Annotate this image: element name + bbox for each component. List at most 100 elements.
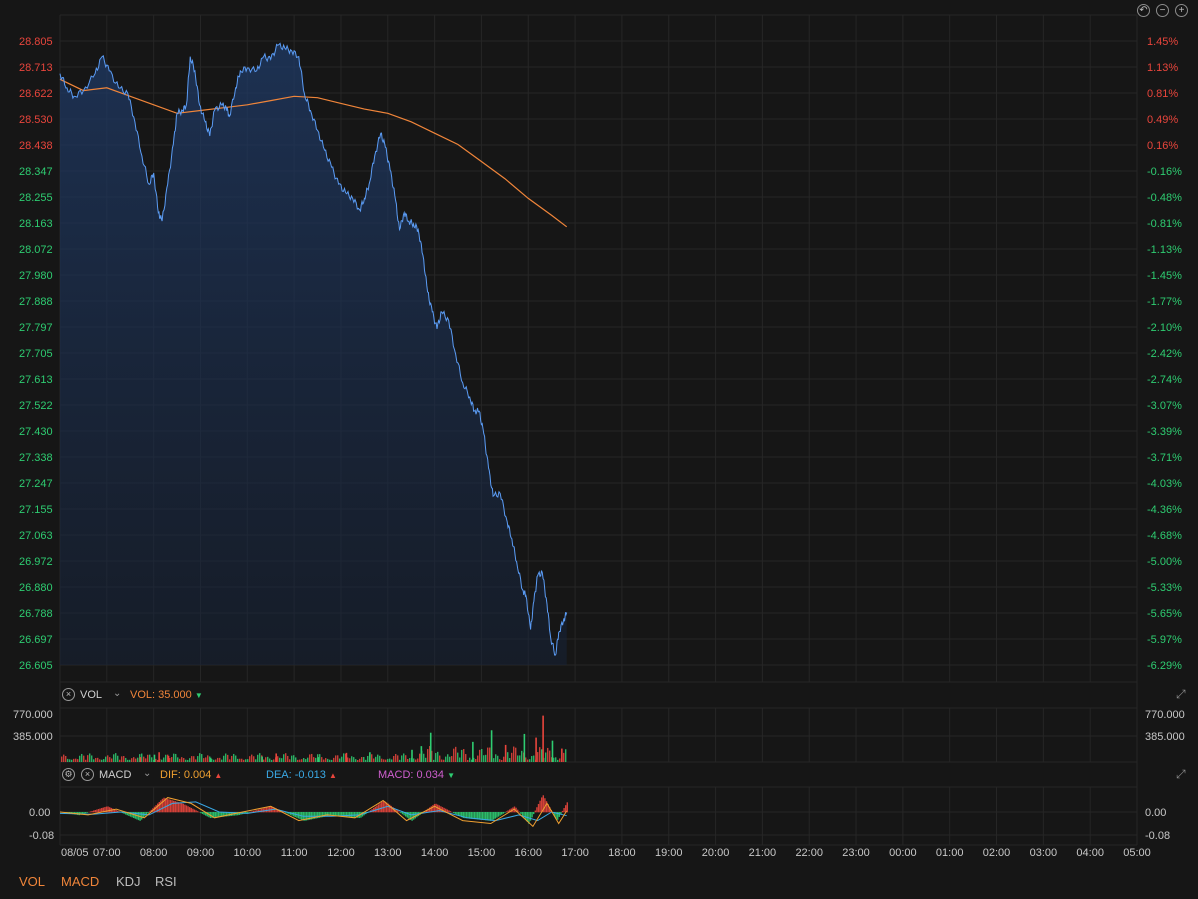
macd-hist-bar	[315, 812, 317, 819]
volume-bar	[291, 755, 293, 762]
macd-hist-bar	[505, 811, 508, 813]
macd-hist-bar	[379, 803, 381, 813]
volume-bar	[119, 759, 121, 762]
macd-hist-bar	[193, 809, 196, 813]
vol-panel-name[interactable]: VOL	[80, 689, 103, 701]
tab-vol[interactable]: VOL	[19, 874, 46, 889]
percent-tick-label: 1.45%	[1147, 36, 1178, 48]
volume-bar	[191, 756, 193, 762]
macd-hist-bar	[342, 812, 344, 817]
volume-bar	[165, 754, 167, 762]
zoom-out-icon[interactable]: −	[1156, 4, 1169, 17]
macd-hist-bar	[225, 812, 228, 817]
macd-hist-bar	[168, 799, 170, 813]
volume-bar	[391, 759, 393, 762]
macd-panel-name[interactable]: MACD	[99, 769, 132, 781]
macd-hist-bar	[427, 808, 429, 813]
macd-hist-bar	[446, 809, 448, 813]
volume-bar	[287, 755, 289, 762]
volume-bar	[515, 747, 517, 762]
macd-hist-bar	[502, 812, 504, 814]
expand-vol-icon[interactable]: ⤢	[1176, 687, 1186, 701]
volume-bar	[519, 755, 521, 762]
macd-hist-bar	[560, 812, 562, 815]
volume-bar	[389, 758, 391, 762]
volume-tick-label: 385.000	[13, 731, 53, 743]
expand-macd-icon[interactable]: ⤢	[1176, 767, 1186, 781]
macd-hist-bar	[376, 805, 378, 813]
volume-bar	[437, 751, 439, 762]
macd-panel-header: ⚙ × MACD ⌄ DIF: 0.004 ▲ DEA: -0.013 ▲ MA…	[0, 767, 1198, 785]
volume-bar	[101, 759, 103, 762]
price-tick-label: 27.063	[19, 530, 53, 542]
macd-hist-bar	[485, 812, 487, 821]
volume-bar	[481, 749, 483, 762]
macd-hist-bar	[467, 812, 469, 819]
volume-bar	[91, 755, 93, 762]
settings-macd-icon[interactable]: ⚙	[62, 768, 75, 781]
percent-tick-label: -4.36%	[1147, 504, 1182, 516]
volume-bar	[315, 757, 317, 762]
volume-bar	[147, 754, 149, 762]
macd-hist-bar	[542, 795, 544, 813]
volume-bar	[113, 754, 115, 762]
volume-bar	[539, 747, 541, 762]
macd-hist-bar	[507, 810, 509, 813]
macd-hist-bar	[113, 809, 116, 813]
volume-bar	[365, 759, 367, 762]
time-tick-label: 13:00	[374, 847, 402, 859]
volume-bar	[321, 757, 323, 762]
volume-bar	[241, 758, 243, 762]
volume-bar	[427, 749, 429, 762]
volume-bar	[289, 759, 291, 762]
volume-bar	[285, 753, 287, 762]
macd-hist-bar	[401, 812, 404, 815]
macd-hist-bar	[561, 810, 564, 813]
macd-hist-bar	[536, 807, 538, 813]
price-axis-left: 28.805 28.713 28.622 28.530 28.438 28.347 28.2…	[19, 36, 53, 672]
tab-rsi[interactable]: RSI	[155, 874, 177, 889]
vol-dropdown-chevron-icon[interactable]: ⌄	[113, 688, 122, 699]
macd-hist-bar	[557, 812, 559, 820]
macd-hist-bar	[517, 809, 519, 813]
macd-hist-bar	[201, 812, 204, 814]
macd-hist-bar	[147, 812, 149, 814]
volume-bar	[490, 730, 493, 762]
macd-dropdown-chevron-icon[interactable]: ⌄	[143, 768, 152, 779]
volume-bar	[349, 758, 351, 762]
close-macd-icon[interactable]: ×	[81, 768, 94, 781]
volume-bar	[409, 758, 411, 762]
tab-kdj[interactable]: KDJ	[116, 874, 141, 889]
macd-hist-bar	[206, 812, 208, 817]
volume-bar	[265, 757, 267, 762]
time-tick-label: 05:00	[1123, 847, 1151, 859]
macd-hist-bar	[229, 812, 231, 817]
vol-value-label: VOL: 35.000	[130, 689, 192, 701]
undo-icon[interactable]: ↶	[1137, 4, 1150, 17]
volume-bar	[163, 757, 165, 762]
volume-bar	[331, 759, 333, 762]
zoom-in-icon[interactable]: +	[1175, 4, 1188, 17]
macd-hist-bar	[483, 812, 485, 821]
volume-bar	[269, 758, 271, 762]
macd-hist-bar	[221, 812, 223, 817]
vol-panel-header: × VOL ⌄ VOL: 35.000 ▼ ⤢	[0, 687, 1198, 705]
volume-bar	[525, 757, 527, 762]
macd-hist-bar	[115, 810, 117, 813]
macd-hist-bar	[491, 812, 493, 821]
volume-bar	[243, 759, 245, 762]
volume-bar	[557, 759, 559, 762]
volume-bar	[545, 752, 547, 762]
percent-tick-label: -4.03%	[1147, 478, 1182, 490]
volume-bar	[67, 758, 69, 762]
tab-macd[interactable]: MACD	[61, 874, 100, 889]
price-tick-label: 26.605	[19, 660, 53, 672]
price-tick-label: 28.255	[19, 192, 53, 204]
close-vol-icon[interactable]: ×	[62, 688, 75, 701]
percent-tick-label: -3.39%	[1147, 426, 1182, 438]
volume-bar	[443, 759, 445, 762]
volume-bar	[223, 755, 225, 762]
macd-hist-bar	[195, 810, 197, 813]
volume-bar	[351, 756, 353, 762]
